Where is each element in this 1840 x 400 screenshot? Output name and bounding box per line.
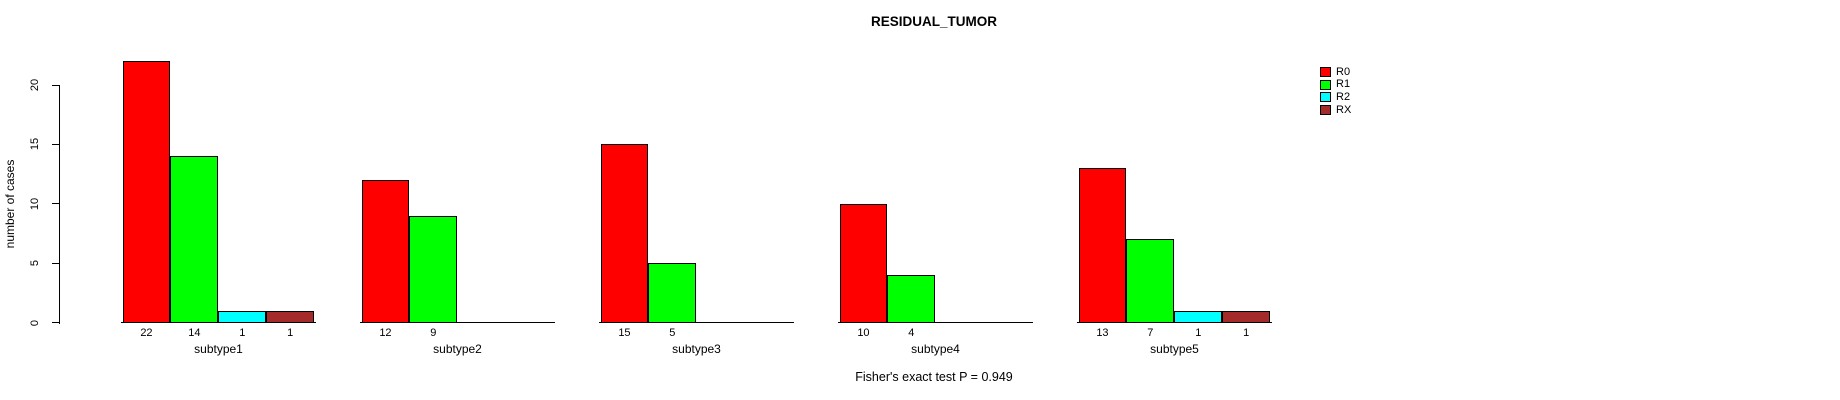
bar-subtype3-R0 (600, 144, 649, 323)
legend-label-RX: RX (1336, 103, 1352, 116)
bar-subtype5-RX (1222, 310, 1271, 323)
bar-value-label-subtype5-R0: 13 (1096, 327, 1109, 339)
x-axis-line (360, 322, 555, 323)
bar-value-label-subtype3-R1: 5 (669, 327, 676, 339)
y-axis-label: number of cases (3, 159, 17, 249)
category-label-subtype4: subtype4 (911, 342, 960, 356)
x-axis-line (599, 322, 794, 323)
bar-subtype1-RX (266, 310, 315, 323)
y-axis-tick-label: 20 (29, 78, 41, 92)
y-axis-tick (52, 143, 59, 145)
bar-value-label-subtype2-R0: 12 (379, 327, 392, 339)
y-axis-tick (52, 84, 59, 86)
bar-subtype1-R0 (122, 61, 171, 323)
x-axis-line (121, 322, 316, 323)
legend-label-R1: R1 (1336, 78, 1351, 91)
bar-value-label-subtype5-RX: 1 (1243, 327, 1250, 339)
y-axis-tick-label: 15 (29, 138, 41, 151)
legend-swatch-R0 (1320, 67, 1331, 77)
bar-subtype3-R1 (648, 263, 697, 323)
chart-title: RESIDUAL_TUMOR (870, 14, 998, 29)
bar-value-label-subtype1-R1: 14 (188, 327, 201, 339)
bar-subtype1-R2 (218, 310, 267, 323)
bar-subtype2-R0 (361, 180, 410, 323)
x-axis-line (1077, 322, 1272, 323)
y-axis-tick (52, 203, 59, 205)
bar-subtype5-R2 (1174, 310, 1223, 323)
category-label-subtype3: subtype3 (672, 342, 721, 356)
legend-swatch-R2 (1320, 92, 1331, 103)
category-label-subtype5: subtype5 (1150, 342, 1199, 356)
bar-subtype4-R1 (887, 275, 936, 323)
bar-value-label-subtype1-R0: 22 (140, 327, 153, 339)
bar-subtype5-R0 (1078, 168, 1127, 323)
fisher-test-annotation: Fisher's exact test P = 0.949 (855, 370, 1013, 384)
bar-subtype2-R1 (409, 215, 458, 323)
category-label-subtype1: subtype1 (194, 342, 243, 356)
y-axis-tick-label: 5 (29, 260, 41, 267)
legend-swatch-R1 (1320, 79, 1331, 90)
y-axis-tick (52, 262, 59, 264)
bar-subtype1-R1 (170, 156, 219, 323)
bar-subtype5-R1 (1126, 239, 1175, 323)
bar-value-label-subtype2-R1: 9 (430, 327, 437, 339)
bar-value-label-subtype5-R2: 1 (1195, 327, 1202, 339)
bar-value-label-subtype3-R0: 15 (618, 327, 631, 339)
bar-subtype4-R0 (839, 203, 888, 323)
legend-label-R0: R0 (1336, 65, 1351, 78)
y-axis-tick-label: 0 (29, 319, 41, 326)
y-axis-tick-label: 10 (29, 197, 41, 210)
x-axis-line (838, 322, 1033, 323)
y-axis-line (59, 85, 60, 324)
y-axis-tick (52, 322, 59, 323)
legend-label-R2: R2 (1336, 90, 1351, 103)
bar-value-label-subtype4-R0: 10 (857, 327, 870, 339)
bar-value-label-subtype1-R2: 1 (239, 327, 246, 339)
category-label-subtype2: subtype2 (433, 342, 482, 356)
bar-value-label-subtype5-R1: 7 (1147, 327, 1154, 339)
bar-value-label-subtype4-R1: 4 (908, 327, 915, 339)
legend-swatch-RX (1320, 105, 1331, 116)
bar-value-label-subtype1-RX: 1 (287, 327, 294, 339)
